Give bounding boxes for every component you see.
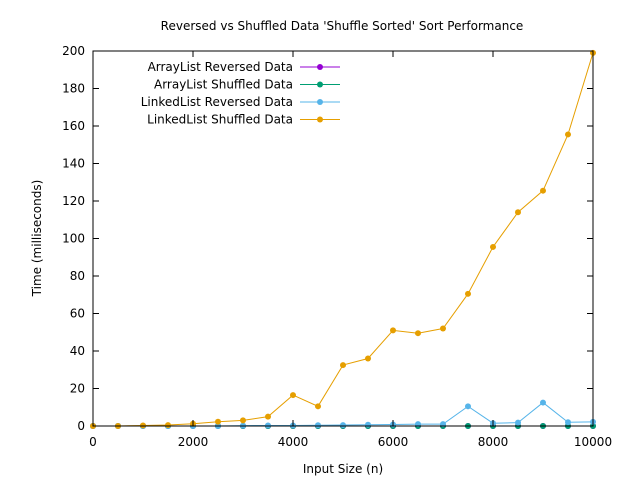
data-point xyxy=(490,243,496,250)
legend-marker xyxy=(317,81,323,88)
legend-item: ArrayList Shuffled Data xyxy=(154,78,340,92)
legend-item: LinkedList Shuffled Data xyxy=(147,113,340,127)
data-point xyxy=(340,362,346,369)
x-tick-label: 8000 xyxy=(478,435,509,449)
data-point xyxy=(565,419,571,426)
legend-label: ArrayList Shuffled Data xyxy=(154,78,293,92)
data-point xyxy=(365,355,371,362)
x-tick-label: 0 xyxy=(89,435,97,449)
y-tick-label: 60 xyxy=(70,307,85,321)
x-tick-label: 6000 xyxy=(378,435,409,449)
axes: 0 2000 4000 6000 8000 10000 0 20 40 60 80 100 120 140… xyxy=(62,44,612,449)
data-point xyxy=(140,422,146,429)
legend-label: LinkedList Shuffled Data xyxy=(147,113,293,127)
legend-item: LinkedList Reversed Data xyxy=(141,95,340,109)
data-point xyxy=(315,422,321,429)
y-tick-label: 160 xyxy=(62,119,85,133)
y-tick-label: 140 xyxy=(62,157,85,171)
data-point xyxy=(390,327,396,334)
data-point xyxy=(540,187,546,194)
data-point xyxy=(290,392,296,399)
data-point xyxy=(465,290,471,297)
data-point xyxy=(515,419,521,426)
y-axis-title: Time (milliseconds) xyxy=(30,180,44,298)
y-tick-label: 100 xyxy=(62,232,85,246)
y-tick-label: 40 xyxy=(70,344,85,358)
legend-label: ArrayList Reversed Data xyxy=(148,60,293,74)
y-tick-label: 0 xyxy=(77,419,85,433)
data-point xyxy=(440,325,446,332)
y-tick-label: 180 xyxy=(62,82,85,96)
data-point xyxy=(265,422,271,429)
legend-marker xyxy=(317,64,323,70)
legend: ArrayList Reversed Data ArrayList Shuffle… xyxy=(141,60,340,127)
data-point xyxy=(240,417,246,424)
legend-label: LinkedList Reversed Data xyxy=(141,95,293,109)
y-tick-label: 200 xyxy=(62,44,85,58)
data-point xyxy=(465,403,471,410)
data-point xyxy=(265,413,271,420)
data-point xyxy=(415,330,421,337)
y-tick-label: 20 xyxy=(70,382,85,396)
data-point xyxy=(365,421,371,428)
legend-marker xyxy=(317,99,323,105)
data-point xyxy=(540,399,546,406)
x-tick-label: 10000 xyxy=(574,435,612,449)
data-point xyxy=(315,403,321,410)
data-point xyxy=(165,422,171,429)
series-4 xyxy=(90,49,596,429)
legend-item: ArrayList Reversed Data xyxy=(148,60,340,74)
x-tick-label: 4000 xyxy=(278,435,309,449)
data-point xyxy=(340,422,346,429)
x-tick-label: 2000 xyxy=(178,435,209,449)
data-point xyxy=(565,131,571,138)
x-axis-title: Input Size (n) xyxy=(303,462,383,476)
y-tick-label: 80 xyxy=(70,269,85,283)
data-point xyxy=(215,418,221,425)
data-point xyxy=(515,209,521,216)
legend-marker xyxy=(317,116,323,123)
chart-title: Reversed vs Shuffled Data 'Shuffle Sorte… xyxy=(161,19,524,33)
y-tick-label: 120 xyxy=(62,194,85,208)
